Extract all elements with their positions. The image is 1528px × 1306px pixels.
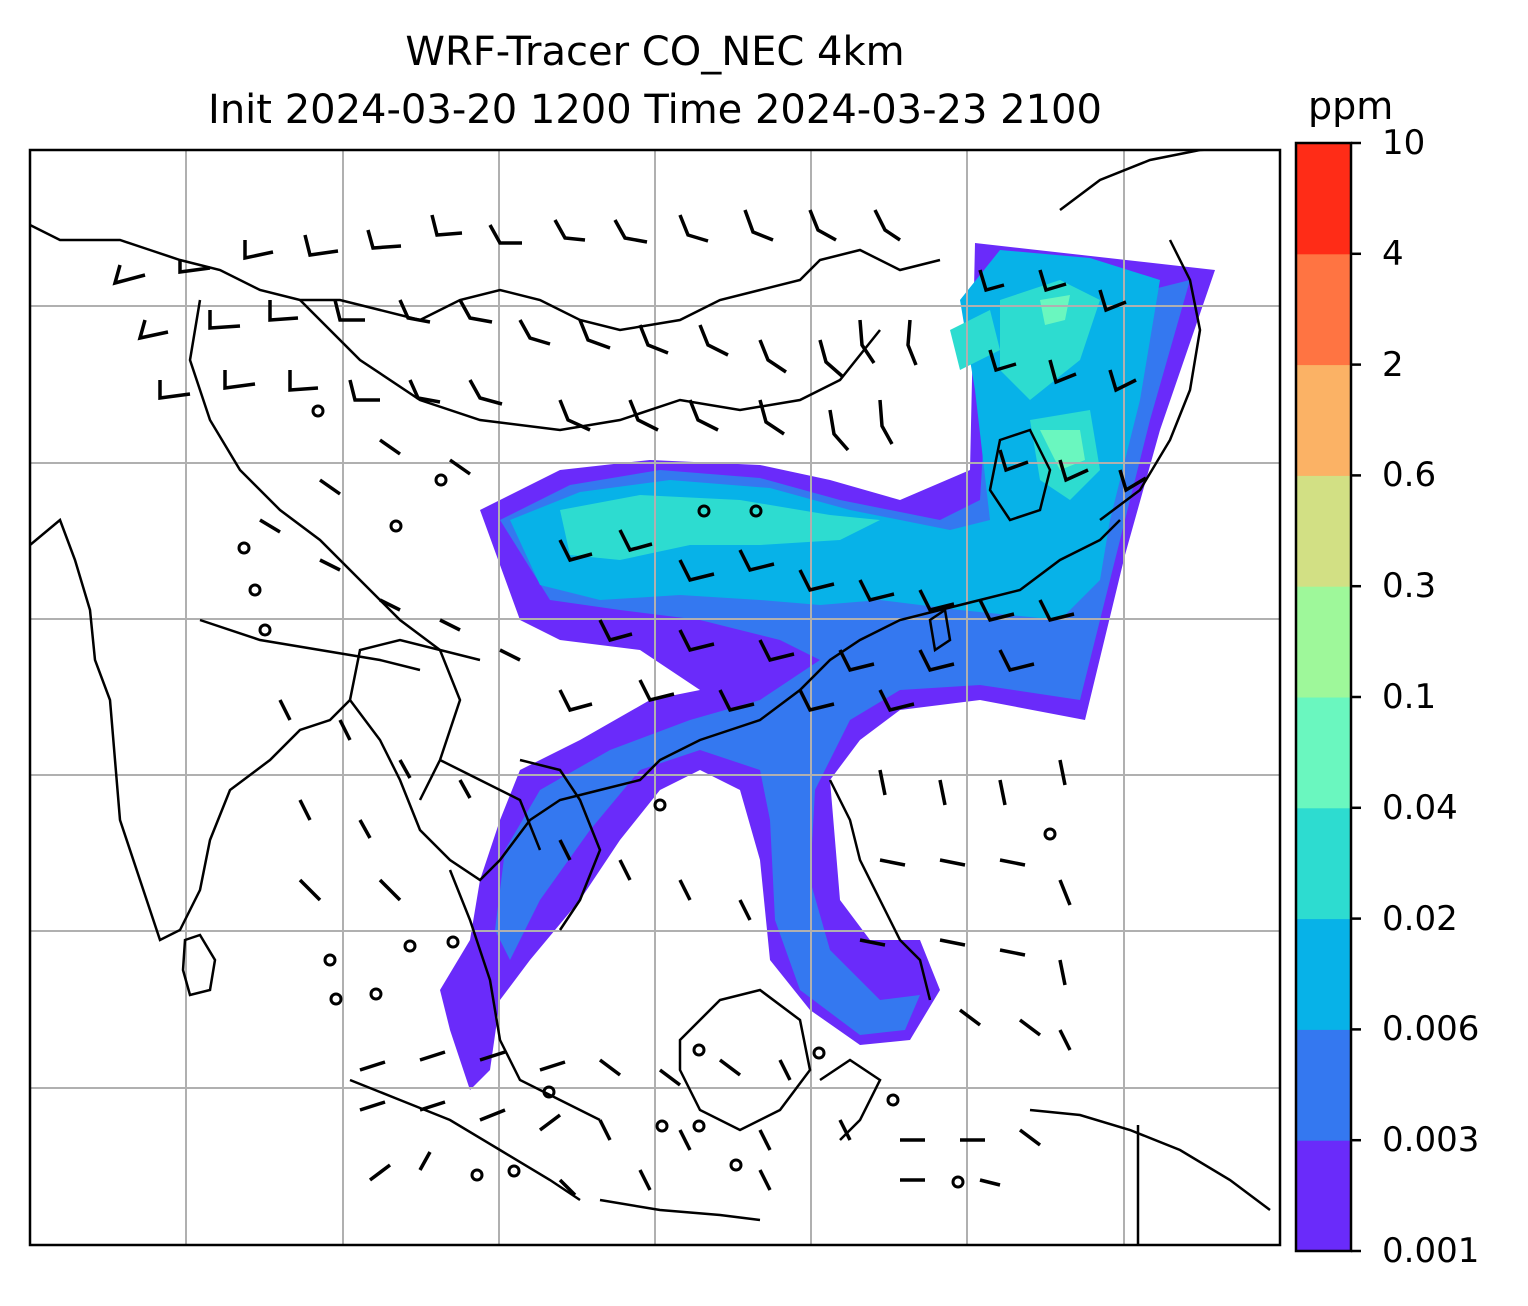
colorbar-segment	[1296, 253, 1351, 366]
northern-border	[30, 223, 941, 332]
colorbar-tick-label: 0.001	[1382, 1231, 1480, 1271]
himalaya-border	[199, 618, 421, 672]
colorbar-tick-label: 0.006	[1382, 1009, 1480, 1050]
colorbar-segment	[1296, 143, 1351, 255]
malay-peninsula	[448, 869, 601, 1122]
calm-wind-markers	[237, 404, 1057, 1189]
colorbar-tick-label: 0.1	[1382, 677, 1437, 717]
map-gridlines	[30, 150, 1280, 1245]
colorbar	[1294, 141, 1361, 1253]
colorbar-tick-label: 2	[1382, 344, 1404, 385]
chart-title-line2: Init 2024-03-20 1200 Time 2024-03-23 210…	[208, 87, 1102, 133]
colorbar-unit-label: ppm	[1308, 84, 1394, 128]
colorbar-segment	[1296, 807, 1351, 920]
colorbar-tick-label: 0.003	[1382, 1120, 1480, 1161]
japan	[1099, 239, 1202, 521]
colorbar-segment	[1296, 586, 1351, 698]
colorbar-tick-label: 0.3	[1382, 566, 1437, 607]
coastlines	[30, 150, 1271, 1245]
colorbar-segment	[1296, 697, 1351, 809]
colorbar-segment	[1296, 1140, 1351, 1252]
philippines	[828, 779, 932, 1001]
new-guinea	[1029, 1108, 1271, 1211]
colorbar-segment	[1296, 1029, 1351, 1141]
colorbar-tick-label: 0.6	[1382, 455, 1437, 496]
colorbar-tick-label: 10	[1382, 123, 1426, 163]
colorbar-segment	[1296, 364, 1351, 476]
borneo	[678, 988, 812, 1132]
colorbar-segment	[1296, 918, 1351, 1030]
plume-level-002	[560, 280, 1100, 560]
mongolia-border	[299, 299, 881, 432]
korea	[988, 428, 1052, 522]
vietnam-border	[519, 758, 602, 931]
china-border-west	[188, 299, 481, 662]
india-coast	[30, 517, 351, 942]
wind-barbs	[112, 209, 1147, 1197]
plume-level-004	[1040, 295, 1085, 470]
russia-coast	[1059, 150, 1221, 211]
chart-title-line1: WRF-Tracer CO_NEC 4km	[405, 29, 905, 75]
java	[599, 1198, 761, 1222]
colorbar-tick-label: 0.02	[1382, 898, 1458, 939]
colorbar-tick-label: 4	[1382, 233, 1404, 274]
taiwan	[928, 607, 952, 653]
colorbar-segment	[1296, 475, 1351, 587]
sri-lanka	[181, 933, 217, 997]
indochina-coast	[349, 519, 1121, 882]
sulawesi	[819, 1058, 882, 1141]
plot-frame	[28, 148, 1282, 1247]
thailand-border	[439, 758, 542, 851]
colorbar-tick-label: 0.04	[1382, 787, 1458, 828]
sumatra	[349, 1078, 581, 1202]
co-plume-shading	[440, 243, 1215, 1090]
